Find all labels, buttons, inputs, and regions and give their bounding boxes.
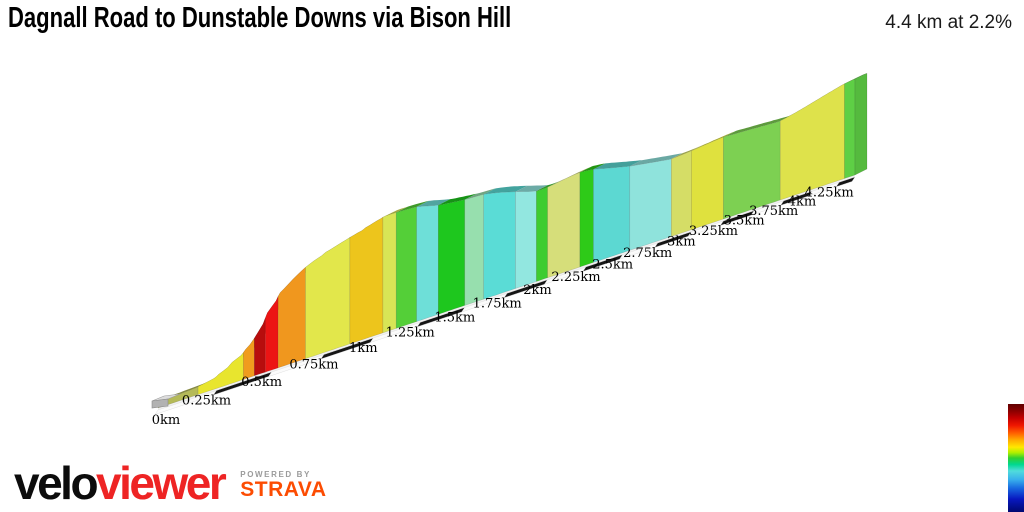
x-tick-label: 0.25km — [182, 394, 231, 409]
segment-front-face — [349, 216, 384, 345]
segment-top-face — [396, 200, 429, 213]
baseline-strip — [158, 175, 855, 410]
x-tick-label: 2.5km — [592, 258, 633, 273]
gradient-legend-bar — [1008, 404, 1024, 512]
segment-top-face — [691, 131, 736, 151]
x-tick-label: 0.75km — [289, 358, 338, 373]
segment-top-face — [723, 114, 793, 138]
x-tick-label: 3.5km — [724, 214, 765, 229]
segment-top-face — [382, 206, 409, 218]
segment-front-face — [483, 191, 516, 300]
x-tick-label: 3km — [667, 235, 695, 250]
segment-front-face — [515, 190, 537, 289]
strava-wordmark: STRAVA — [240, 478, 327, 502]
segment-top-face — [416, 199, 451, 207]
x-tick-label: 1.25km — [386, 325, 435, 340]
segment-front-face — [277, 266, 306, 369]
x-tick-label: 4.25km — [805, 185, 854, 200]
x-tick-label: 0.5km — [241, 375, 282, 390]
segment-front-face — [254, 318, 266, 377]
summary-stat: 4.4 km at 2.2% — [885, 12, 1012, 33]
x-tick-label: 1km — [349, 341, 377, 356]
segment-front-face — [536, 186, 548, 282]
segment-top-face — [579, 163, 606, 173]
logo-velo-text: velo — [14, 457, 99, 509]
logo-viewer-text: viewer — [96, 457, 227, 509]
segment-top-face — [593, 160, 642, 170]
segment-top-face — [464, 188, 496, 200]
segment-top-face — [671, 144, 704, 159]
veloviewer-wordmark: veloviewer — [14, 460, 227, 506]
segment-top-face — [438, 193, 477, 206]
x-tick-label: 1.75km — [473, 296, 522, 311]
distance-band-dark — [835, 176, 856, 188]
segment-front-face — [395, 206, 417, 329]
segment-front-face — [844, 78, 856, 179]
powered-by-label: POWERED BY — [240, 470, 311, 480]
x-tick-label: 1.5km — [434, 310, 475, 325]
segment-front-face — [382, 212, 397, 334]
segment-front-face — [691, 136, 724, 231]
segment-top-face — [515, 185, 549, 192]
segment-front-face — [264, 296, 279, 373]
x-tick-label: 3.25km — [689, 224, 738, 239]
segment-top-face — [844, 73, 867, 84]
veloviewer-logo[interactable]: veloviewer POWERED BY STRAVA — [14, 460, 327, 506]
profile-end-cap — [854, 72, 868, 176]
segment-front-face — [305, 236, 351, 360]
segment-front-face — [464, 194, 484, 306]
segment-top-face — [536, 181, 560, 191]
segment-top-face — [483, 185, 528, 195]
segment-front-face — [629, 158, 672, 251]
x-tick-label: 4km — [788, 194, 816, 209]
x-tick-label: 0km — [152, 413, 180, 428]
x-tick-label: 2.25km — [551, 270, 600, 285]
gradient-legend: 25% 10% 0% -10% -25% — [914, 396, 1024, 512]
segment-front-face — [243, 337, 255, 380]
strava-attribution[interactable]: POWERED BY STRAVA — [240, 470, 326, 500]
segment-top-face — [629, 152, 684, 167]
segment-front-face — [547, 172, 581, 279]
x-tick-label: 2.75km — [623, 246, 672, 261]
page-title: Dagnall Road to Dunstable Downs via Biso… — [8, 2, 512, 34]
start-cap-front — [151, 398, 169, 409]
segment-front-face — [579, 169, 594, 268]
segment-top-face — [547, 166, 592, 188]
x-tick-label: 2km — [523, 283, 551, 298]
segment-front-face — [416, 204, 439, 322]
x-tick-label: 3.75km — [749, 204, 798, 219]
segment-front-face — [438, 199, 466, 315]
